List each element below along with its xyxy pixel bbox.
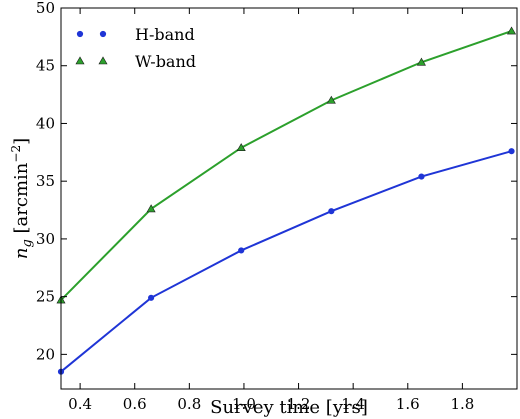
legend-item-h-band: [76, 30, 107, 38]
series-line-h-band: [60, 150, 512, 373]
y-axis-label-unit-close: ]: [11, 138, 32, 145]
legend: H-band W-band: [75, 25, 196, 71]
series-layer: [56, 26, 517, 375]
data-point-w-band: [507, 26, 517, 35]
legend-marker-w-band: [98, 56, 108, 65]
data-point-h-band: [418, 173, 425, 180]
y-tick-label: 25: [36, 288, 55, 306]
y-tick-label: 35: [36, 172, 55, 190]
data-point-w-band: [236, 143, 246, 151]
x-tick-label: 0.4: [68, 395, 92, 413]
y-axis-label-unit-open: [arcmin: [11, 162, 32, 239]
x-tick-label: 1.4: [341, 395, 365, 413]
x-tick-label: 1.6: [396, 395, 420, 413]
x-axis-label: Survey time [yrs]: [210, 397, 368, 418]
legend-marker-h-band: [99, 30, 107, 38]
y-tick-label: 20: [36, 345, 55, 363]
plot-frame: [60, 7, 518, 390]
data-point-h-band: [238, 247, 245, 254]
y-axis-label-sub: g: [20, 239, 35, 247]
y-axis-label-sup: −2: [9, 145, 23, 163]
data-point-w-band: [416, 57, 426, 66]
legend-marker-w-band: [75, 56, 85, 65]
x-tick-label: 1.0: [232, 395, 256, 413]
x-tick-label: 1.2: [287, 395, 311, 413]
series-line-w-band: [60, 30, 512, 301]
y-tick-label: 40: [36, 114, 55, 132]
y-tick-label: 30: [36, 230, 55, 248]
y-axis-label-main: n: [11, 248, 32, 260]
data-point-w-band: [326, 95, 336, 104]
legend-item-w-band: [75, 56, 108, 65]
legend-marker-h-band: [76, 30, 84, 38]
data-point-h-band: [328, 208, 335, 215]
legend-label-h-band: H-band: [135, 25, 195, 44]
data-point-w-band: [146, 204, 156, 213]
data-point-h-band: [508, 148, 515, 155]
y-axis-label: ng [arcmin−2]: [9, 138, 35, 259]
data-point-h-band: [148, 294, 155, 301]
ticks-layer: 0.4 0.6 0.8 1.0 1.2 1.4 1.6 1.8 20 25 30 35 40 45 50: [36, 0, 517, 413]
x-tick-label: 0.6: [123, 395, 147, 413]
y-tick-label: 50: [36, 0, 55, 17]
x-tick-label: 0.8: [177, 395, 201, 413]
x-tick-label: 1.8: [450, 395, 474, 413]
y-tick-label: 45: [36, 57, 55, 75]
legend-label-w-band: W-band: [135, 52, 196, 71]
